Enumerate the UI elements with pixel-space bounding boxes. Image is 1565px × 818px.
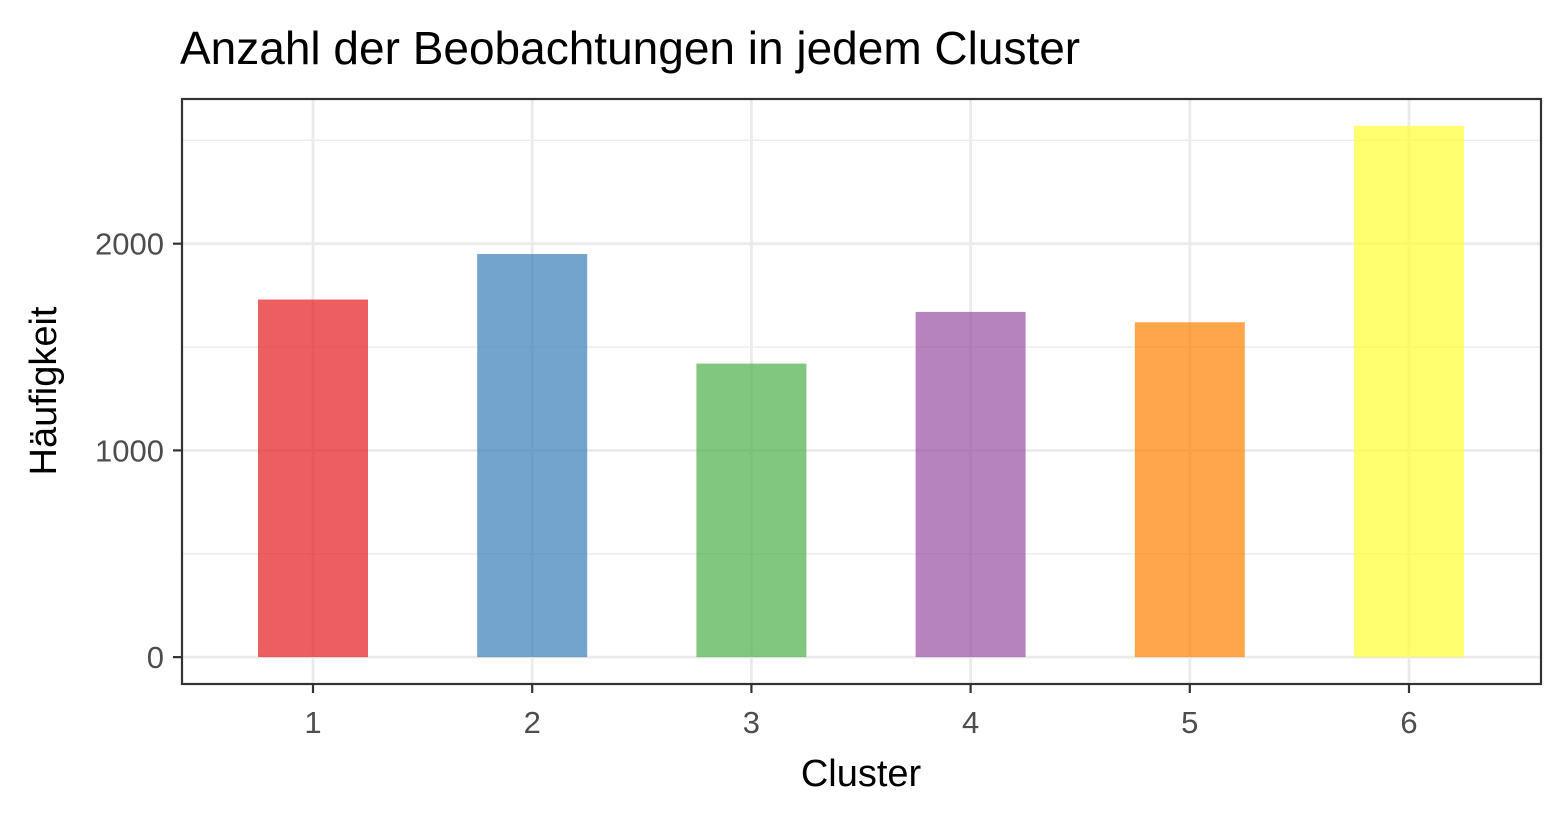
y-axis: 0 1000 2000 [95, 227, 182, 675]
x-tick-label-5: 6 [1400, 705, 1417, 740]
bar-cluster-5 [1134, 322, 1245, 658]
bar-cluster-2 [477, 254, 588, 658]
bar-cluster-3 [696, 363, 807, 658]
bar-cluster-6 [1354, 125, 1464, 658]
x-tick-label-2: 3 [743, 705, 760, 740]
x-axis-title: Cluster [801, 753, 922, 795]
bars [258, 125, 1464, 658]
y-tick-label-0: 0 [147, 640, 164, 675]
y-axis-title: Häufigkeit [23, 306, 65, 475]
bar-cluster-1 [258, 299, 368, 658]
chart-title: Anzahl der Beobachtungen in jedem Cluste… [180, 22, 1080, 74]
plot-panel-border [180, 97, 1543, 686]
x-tick-label-3: 4 [962, 705, 979, 740]
x-tick-label-0: 1 [304, 705, 321, 740]
y-tick-label-2: 2000 [95, 227, 164, 262]
x-axis: 1 2 3 4 5 6 [304, 684, 1418, 740]
x-tick-label-4: 5 [1181, 705, 1198, 740]
bar-cluster-4 [915, 311, 1026, 658]
y-tick-label-1: 1000 [95, 433, 164, 468]
x-tick-label-1: 2 [524, 705, 541, 740]
